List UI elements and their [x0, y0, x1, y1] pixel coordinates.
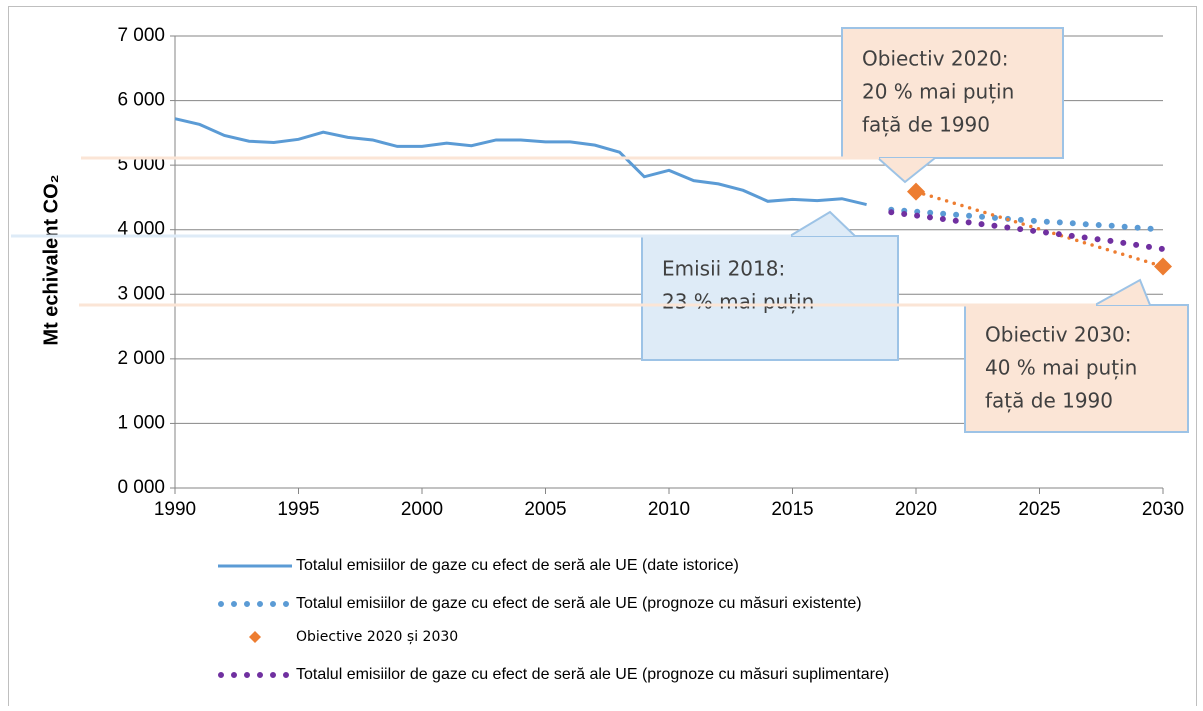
diamond-marker [907, 182, 925, 201]
callout-text: 20 % mai puțin [862, 80, 1014, 104]
callout-pointer [1094, 278, 1151, 306]
x-tick-label: 2020 [895, 499, 937, 520]
dotted-line [888, 209, 1166, 253]
callout-text: Obiectiv 2030: [985, 323, 1132, 347]
x-tick-label: 2015 [771, 499, 813, 520]
callout-text: 40 % mai puțin [985, 356, 1137, 380]
callout-text: Emisii 2018: [662, 257, 785, 281]
x-tick-label: 2005 [524, 499, 566, 520]
y-tick-label: 7 000 [117, 25, 165, 46]
line [174, 117, 867, 206]
dotted-line [888, 206, 1166, 233]
legend-label: Totalul emisiilor de gaze cu efect de se… [296, 666, 889, 683]
y-axis-label: Mt echivalent CO₂ [40, 174, 62, 345]
callout-text: Obiectiv 2020: [862, 47, 1009, 71]
y-tick-label: 2 000 [117, 348, 165, 369]
callout-text: față de 1990 [862, 113, 990, 137]
chart-frame [8, 6, 1197, 711]
callout-pointer [789, 210, 856, 237]
y-tick-label: 0 000 [117, 477, 165, 498]
legend-label: Obiective 2020 și 2030 [296, 629, 458, 645]
callout-text: 23 % mai puțin [662, 290, 814, 314]
x-tick-label: 2025 [1018, 499, 1060, 520]
x-tick-label: 2000 [401, 499, 443, 520]
callout-text: față de 1990 [985, 389, 1113, 413]
y-tick-label: 4 000 [117, 219, 165, 240]
diamond-marker [1154, 257, 1172, 276]
x-tick-label: 2010 [648, 499, 690, 520]
legend-label: Totalul emisiilor de gaze cu efect de se… [296, 595, 862, 612]
legend-label: Totalul emisiilor de gaze cu efect de se… [296, 557, 739, 574]
x-tick-label: 1990 [154, 499, 196, 520]
callout [841, 27, 1064, 159]
y-tick-label: 1 000 [117, 412, 165, 433]
y-tick-label: 3 000 [117, 283, 165, 304]
dotted-line [914, 189, 1165, 269]
x-tick-label: 1995 [277, 499, 319, 520]
x-tick-label: 2030 [1142, 499, 1184, 520]
callout-pointer [877, 157, 936, 184]
legend-swatch [249, 631, 261, 643]
y-tick-label: 6 000 [117, 90, 165, 111]
